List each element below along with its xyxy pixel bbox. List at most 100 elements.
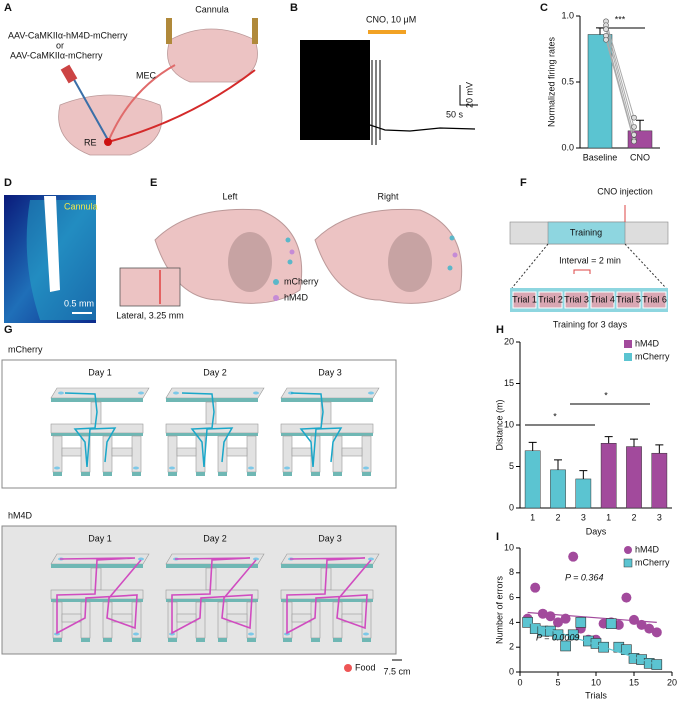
panel-label: B: [290, 2, 298, 14]
error-bar: [528, 441, 537, 451]
panel-label: D: [4, 177, 12, 189]
label: Day 2: [203, 367, 227, 377]
y-tick-label: 15: [504, 378, 514, 388]
label: Day 1: [88, 367, 112, 377]
label: CNO, 10 μM: [366, 14, 416, 24]
label: Day 3: [318, 367, 342, 377]
bar: [651, 452, 668, 509]
paired-line: [605, 21, 635, 118]
legend-marker: [624, 546, 632, 554]
label: Day 2: [203, 533, 227, 543]
x-tick-label: 1: [530, 512, 535, 522]
point: [631, 124, 637, 130]
label: Lateral, 3.25 mm: [116, 310, 184, 320]
label: Cannula: [64, 201, 98, 211]
trial-box: [616, 291, 641, 309]
trial-label: Trial 1: [512, 294, 537, 304]
annotation: *: [553, 411, 557, 421]
y-tick-label: 1.0: [561, 10, 574, 20]
trial-label: Trial 3: [564, 294, 589, 304]
point: [621, 592, 632, 603]
error-bar: [630, 438, 638, 447]
y-tick-label: 10: [504, 419, 514, 429]
point: [560, 640, 571, 652]
label: Day 1: [88, 533, 112, 543]
label: 0.5 mm: [64, 298, 94, 308]
label: 7.5 cm: [383, 666, 410, 676]
x-tick-label: 10: [591, 677, 601, 687]
x-tick-label: 2: [631, 512, 636, 522]
panel-label: G: [4, 324, 13, 336]
panel-label: E: [150, 177, 157, 189]
panel-b-trace: [300, 30, 478, 145]
label: Left: [222, 191, 238, 201]
legend-label: hM4D: [635, 544, 660, 554]
panel-e-art: [119, 208, 463, 307]
point: [575, 617, 587, 628]
trial-box: [590, 291, 615, 309]
y-tick-label: 2: [509, 642, 514, 652]
bar: [587, 34, 613, 149]
label: RE: [84, 137, 97, 147]
y-axis-label: Normalized firing rates: [546, 36, 556, 127]
point: [636, 619, 647, 630]
trial-label: Trial 2: [538, 294, 563, 304]
y-tick-label: 0: [509, 666, 514, 676]
bar: [626, 446, 642, 509]
error-bar: [554, 459, 562, 470]
x-tick-label: Baseline: [583, 152, 618, 162]
label: Right: [377, 191, 399, 201]
label: MEC: [136, 70, 157, 80]
x-tick-label: 0: [517, 677, 522, 687]
p-value: P = 0.364: [565, 572, 603, 582]
legend-marker: [624, 340, 632, 348]
point: [530, 582, 541, 593]
point: [631, 138, 637, 145]
panel-g-art: [1, 359, 402, 672]
trial-label: Trial 4: [590, 294, 615, 304]
y-tick-label: 10: [504, 542, 514, 552]
bar: [524, 450, 541, 509]
y-tick-label: 0: [509, 502, 514, 512]
texts: A B C D E F G H I Cannula AAV-CaMKIIα-hM…: [4, 2, 653, 676]
legend-label: mCherry: [635, 557, 670, 567]
x-tick-label: 5: [555, 677, 560, 687]
label: Interval = 2 min: [559, 255, 621, 265]
y-tick-label: 4: [509, 617, 514, 627]
y-tick-label: 20: [504, 336, 514, 346]
label: CNO injection: [597, 186, 653, 196]
panel-label: H: [496, 324, 504, 336]
label: Food: [355, 662, 376, 672]
x-tick-label: 1: [606, 512, 611, 522]
x-tick-label: 3: [581, 512, 586, 522]
x-tick-label: 15: [629, 677, 639, 687]
label: Training: [570, 227, 602, 237]
trial-box: [642, 291, 667, 309]
paired-line: [605, 29, 635, 135]
x-tick-label: 20: [667, 677, 677, 687]
error-bar: [596, 27, 604, 35]
label: 20 mV: [464, 82, 474, 108]
legend-label: hM4D: [284, 292, 309, 302]
point: [651, 627, 662, 638]
fit-line: [527, 611, 657, 623]
legend-label: hM4D: [635, 338, 660, 348]
bar: [575, 478, 592, 509]
label: AAV-CaMKIIα-mCherry: [10, 50, 103, 60]
x-tick-label: 2: [555, 512, 560, 522]
trial-box: [512, 291, 537, 309]
bar: [600, 443, 617, 509]
fit-line: [527, 621, 657, 666]
y-tick-label: 5: [509, 461, 514, 471]
trial-label: Trial 5: [616, 294, 641, 304]
bar: [550, 469, 566, 509]
point: [603, 36, 609, 43]
y-tick-label: 8: [509, 567, 514, 577]
paired-line: [605, 39, 635, 142]
legend-marker: [624, 353, 632, 361]
p-value: P = 0.0009: [536, 632, 579, 642]
trial-box: [564, 291, 589, 309]
paired-line: [605, 25, 635, 128]
